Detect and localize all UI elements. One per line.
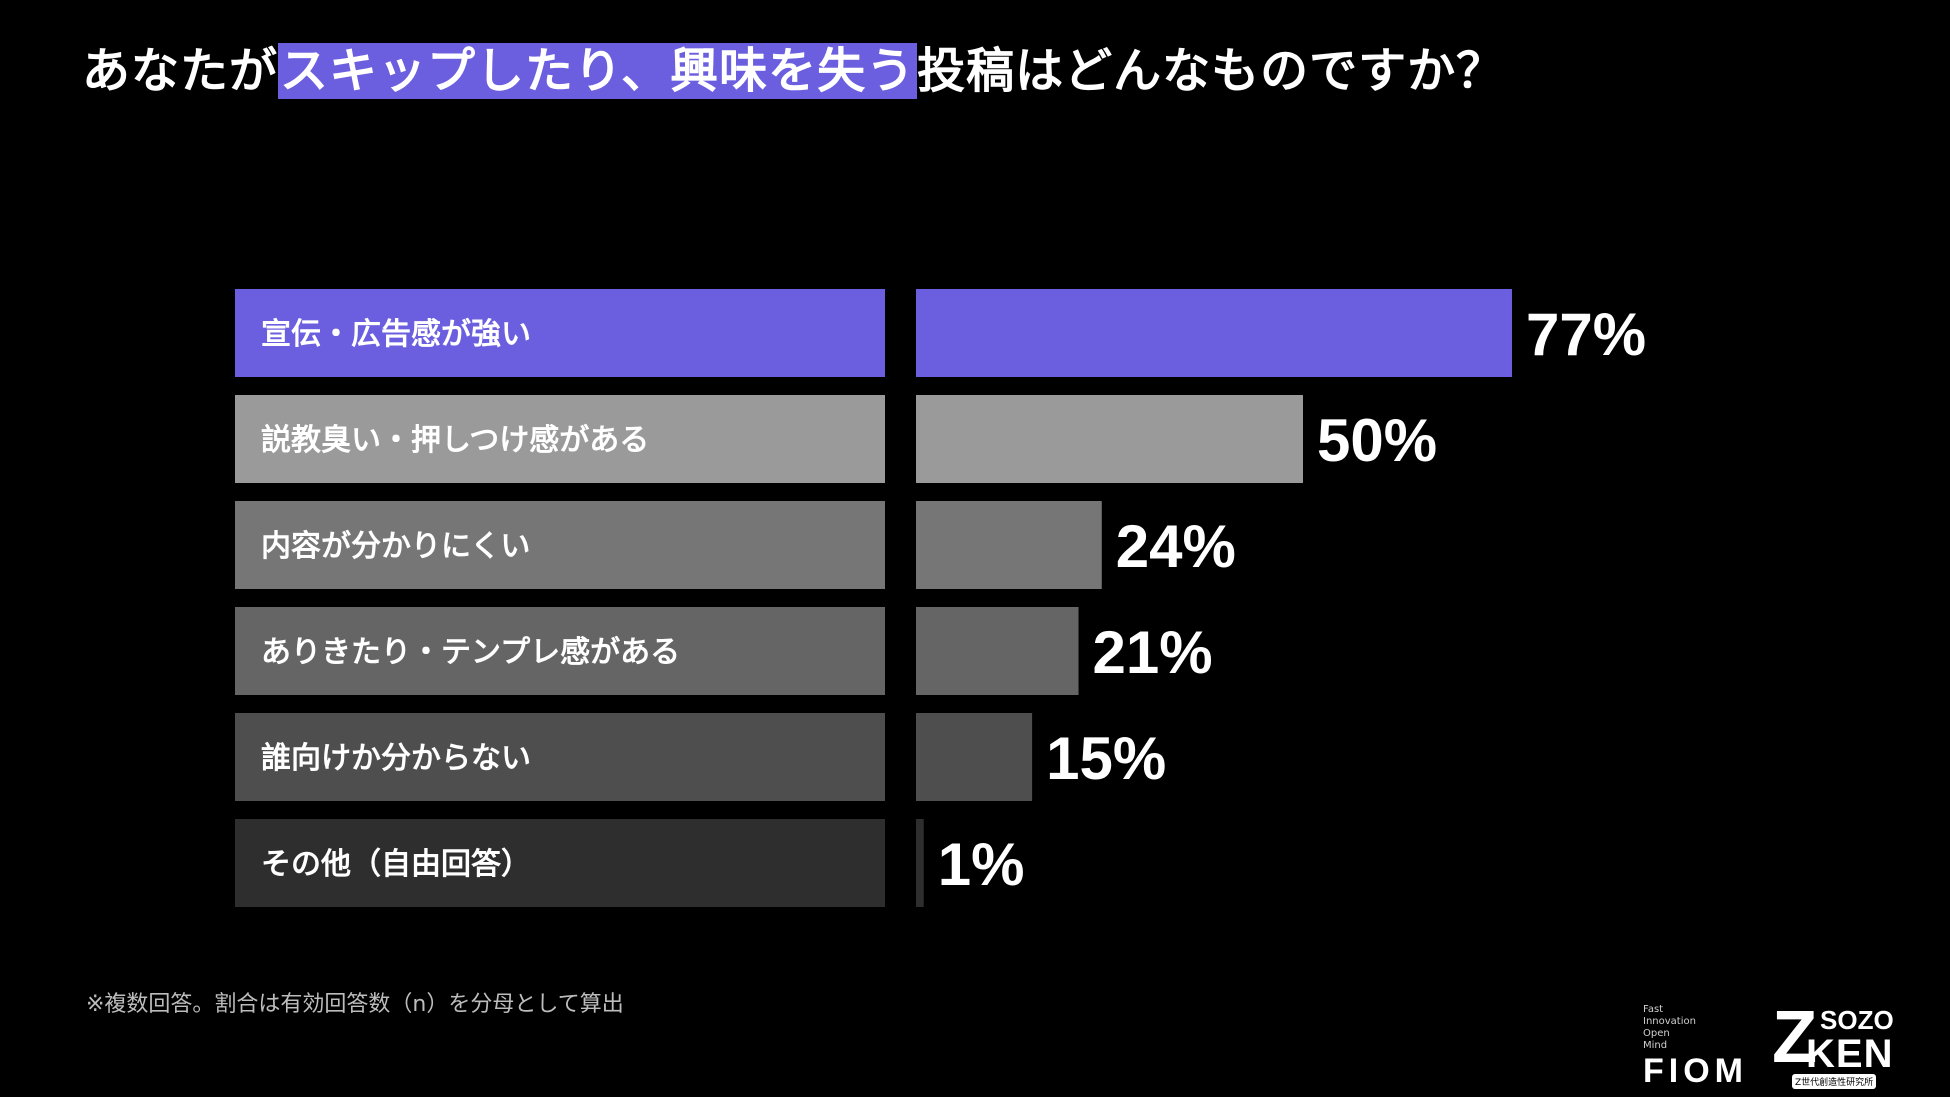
sozo-z-mark: Z — [1772, 995, 1818, 1078]
category-label-box — [235, 819, 885, 907]
value-label: 21% — [1093, 619, 1213, 686]
data-bar — [916, 819, 924, 907]
title-highlight: スキップしたり、興味を失う — [278, 43, 918, 99]
category-label: ありきたり・テンプレ感がある — [261, 635, 680, 670]
fiom-wordmark: FIOM — [1643, 1052, 1748, 1090]
data-bar — [916, 501, 1102, 589]
value-label: 15% — [1046, 725, 1166, 792]
category-label-box — [235, 501, 885, 589]
category-label: 内容が分かりにくい — [261, 529, 530, 564]
value-label: 77% — [1526, 301, 1646, 368]
category-label: 誰向けか分からない — [261, 741, 531, 776]
category-label-box — [235, 395, 885, 483]
value-label: 24% — [1116, 513, 1236, 580]
data-bar — [916, 395, 1303, 483]
value-label: 1% — [938, 831, 1025, 898]
sozo-subtitle: Z世代創造性研究所 — [1792, 1074, 1877, 1089]
fiom-tagline-mind: Mind — [1643, 1040, 1668, 1051]
category-label: その他（自由回答） — [261, 847, 531, 882]
fiom-tagline-open: Open — [1643, 1028, 1670, 1039]
page-title: あなたがスキップしたり、興味を失う投稿はどんなものですか？ — [82, 38, 1505, 104]
ken-wordmark: KEN — [1806, 1032, 1894, 1076]
sozo-ken-logo: Z SOZO KEN Z世代創造性研究所 — [1772, 1000, 1898, 1089]
data-bar — [916, 713, 1033, 801]
category-label-box — [235, 607, 885, 695]
category-label-box — [235, 289, 885, 377]
category-label-box — [235, 713, 885, 801]
footnote: ※複数回答。割合は有効回答数（n）を分母として算出 — [86, 992, 624, 1017]
category-label: 説教臭い・押しつけ感がある — [261, 423, 649, 458]
category-label: 宣伝・広告感が強い — [261, 317, 531, 352]
data-bar — [916, 607, 1079, 695]
fiom-tagline-fast: Fast — [1643, 1004, 1664, 1015]
title-prefix: あなたが — [82, 43, 279, 99]
fiom-logo: Fast Innovation Open Mind FIOM — [1643, 1004, 1753, 1090]
value-label: 50% — [1317, 407, 1437, 474]
sozo-wordmark: SOZO — [1820, 1005, 1894, 1035]
title-suffix: 投稿はどんなものですか？ — [917, 43, 1506, 99]
fiom-tagline-innovation: Innovation — [1643, 1016, 1696, 1027]
data-bar — [916, 289, 1512, 377]
